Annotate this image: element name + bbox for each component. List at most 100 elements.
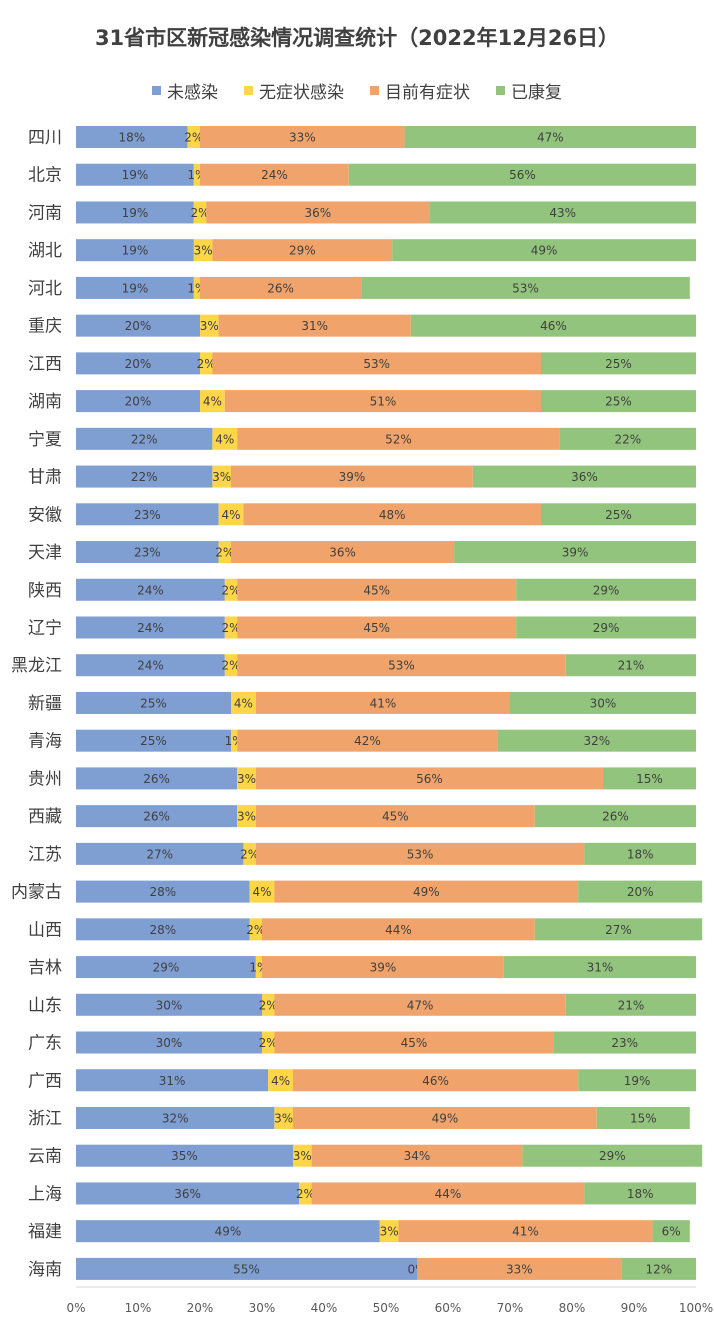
data-label: 51%	[370, 395, 397, 409]
bar-segment	[237, 578, 517, 601]
category-label: 广西	[28, 1071, 62, 1091]
data-label: 15%	[636, 772, 663, 786]
category-label: 上海	[28, 1184, 62, 1204]
data-label: 20%	[125, 357, 152, 371]
bar-segment	[621, 1257, 696, 1280]
bar-segment	[76, 918, 250, 941]
bar-segment	[255, 805, 535, 828]
bar-segment	[429, 201, 696, 224]
bar-segment	[299, 1182, 312, 1205]
bar-segment	[76, 276, 194, 299]
category-label: 广东	[28, 1034, 62, 1054]
bar-segment	[200, 390, 225, 413]
bar-segment	[255, 691, 510, 714]
bar-segment	[237, 767, 256, 790]
category-label: 山东	[28, 996, 62, 1016]
bar-segment	[231, 541, 455, 564]
data-label: 30%	[590, 696, 617, 710]
data-label: 39%	[370, 961, 397, 975]
data-label: 39%	[562, 546, 589, 560]
bar-segment	[193, 239, 213, 262]
category-label: 安徽	[28, 505, 62, 525]
data-label: 56%	[416, 772, 443, 786]
x-tick-label: 70%	[497, 1301, 524, 1315]
bar-segment	[243, 503, 541, 526]
bar-segment	[76, 541, 219, 564]
bar-segment	[410, 314, 696, 337]
data-label: 21%	[618, 998, 645, 1012]
bar-segment	[76, 956, 256, 979]
bar-segment	[218, 314, 411, 337]
data-label: 24%	[137, 583, 164, 597]
legend-label-uninfected: 未感染	[167, 83, 218, 103]
bar-segment	[255, 956, 262, 979]
data-label: 33%	[289, 131, 316, 145]
category-label: 天津	[28, 543, 62, 563]
category-label: 江苏	[28, 845, 62, 865]
data-label: 46%	[422, 1074, 449, 1088]
category-label: 湖南	[28, 392, 62, 412]
bar-segment	[603, 767, 696, 790]
data-label: 3%	[237, 772, 256, 786]
data-label: 29%	[593, 583, 620, 597]
bar-segment	[237, 616, 517, 639]
category-label: 陕西	[28, 581, 62, 601]
bar-segment	[76, 729, 231, 752]
x-tick-label: 0%	[66, 1301, 85, 1315]
bar-segment	[255, 842, 585, 865]
data-label: 30%	[156, 998, 183, 1012]
bar-segment	[293, 1069, 579, 1092]
bar-segment	[348, 163, 696, 186]
data-label: 22%	[614, 432, 641, 446]
data-label: 25%	[605, 508, 632, 522]
data-label: 4%	[221, 508, 240, 522]
data-label: 44%	[385, 923, 412, 937]
bar-segment	[652, 1220, 690, 1243]
category-label: 吉林	[28, 958, 62, 978]
bar-segment	[231, 465, 473, 488]
category-label: 江西	[28, 354, 62, 374]
data-label: 35%	[171, 1149, 198, 1163]
data-label: 45%	[363, 621, 390, 635]
data-label: 18%	[118, 131, 145, 145]
bar-segment	[76, 314, 200, 337]
bar-segment	[578, 1069, 696, 1092]
bar-segment	[274, 1031, 554, 1054]
x-tick-label: 40%	[311, 1301, 338, 1315]
data-label: 20%	[125, 319, 152, 333]
data-label: 2%	[190, 206, 209, 220]
legend-swatch-uninfected	[152, 86, 161, 95]
bar-segment	[510, 691, 696, 714]
bar-segment	[249, 918, 262, 941]
data-label: 2%	[240, 847, 259, 861]
bar-segment	[584, 1182, 696, 1205]
bar-segment	[243, 842, 256, 865]
bar-segment	[218, 541, 231, 564]
bar-segment	[454, 541, 696, 564]
category-label: 海南	[28, 1260, 62, 1280]
data-label: 22%	[131, 470, 158, 484]
bar-segment	[193, 163, 200, 186]
bar-segment	[522, 1144, 703, 1167]
data-label: 2%	[246, 923, 265, 937]
bar-segment	[193, 201, 207, 224]
data-label: 31%	[587, 961, 614, 975]
data-label: 2%	[259, 998, 278, 1012]
bar-segment	[293, 1144, 312, 1167]
data-label: 4%	[203, 395, 222, 409]
bar-segment	[392, 239, 696, 262]
bar-segment	[76, 1106, 275, 1129]
data-label: 44%	[435, 1187, 462, 1201]
data-label: 48%	[379, 508, 406, 522]
data-label: 4%	[215, 432, 234, 446]
data-label: 19%	[122, 168, 149, 182]
data-label: 43%	[549, 206, 576, 220]
bar-segment	[311, 1182, 585, 1205]
x-tick-label: 50%	[373, 1301, 400, 1315]
x-tick-label: 30%	[249, 1301, 276, 1315]
data-label: 19%	[122, 244, 149, 258]
data-label: 4%	[252, 885, 271, 899]
data-label: 36%	[571, 470, 598, 484]
bar-segment	[237, 805, 256, 828]
bar-segment	[218, 503, 244, 526]
